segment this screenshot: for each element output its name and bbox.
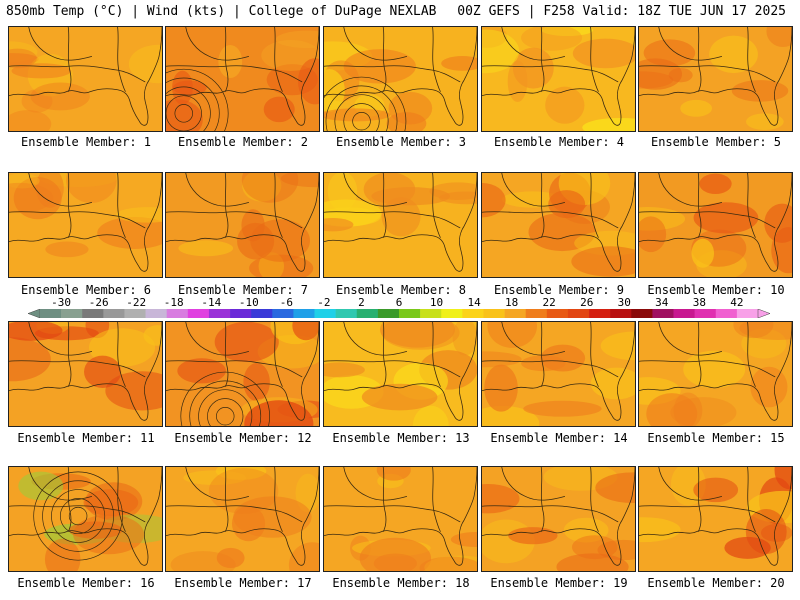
ensemble-member-caption: Ensemble Member: 5 — [650, 135, 782, 149]
ensemble-member-caption: Ensemble Member: 6 — [20, 283, 152, 297]
ensemble-panel-11 — [8, 321, 163, 427]
colorbar-tick-label: -10 — [238, 296, 259, 309]
ensemble-member-caption: Ensemble Member: 7 — [177, 283, 309, 297]
colorbar-swatch — [631, 309, 653, 318]
colorbar-swatch — [715, 309, 738, 318]
colorbar-tick-label: 6 — [395, 296, 403, 309]
colorbar-swatch — [525, 309, 548, 318]
colorbar-swatch — [208, 309, 231, 318]
ensemble-member-caption: Ensemble Member: 12 — [174, 431, 312, 445]
colorbar-swatch — [145, 309, 168, 318]
colorbar-tick-label: -30 — [51, 296, 72, 309]
colorbar-tick-label: 34 — [655, 296, 669, 309]
colorbar-swatch — [736, 309, 759, 318]
ensemble-panel-13 — [323, 321, 478, 427]
colorbar-swatch — [335, 309, 358, 318]
ensemble-panel-17 — [165, 466, 320, 572]
ensemble-panel-14 — [481, 321, 636, 427]
ensemble-member-caption: Ensemble Member: 15 — [647, 431, 785, 445]
ensemble-panel-15 — [638, 321, 793, 427]
ensemble-member-caption: Ensemble Member: 19 — [490, 576, 628, 590]
ensemble-panel-9 — [481, 172, 636, 278]
colorbar-tick-label: 26 — [580, 296, 594, 309]
ensemble-member-caption: Ensemble Member: 2 — [177, 135, 309, 149]
ensemble-member-caption: Ensemble Member: 4 — [493, 135, 625, 149]
ensemble-member-caption: Ensemble Member: 18 — [332, 576, 470, 590]
ensemble-panel-1 — [8, 26, 163, 132]
colorbar-swatch — [187, 309, 210, 318]
colorbar-left-arrow — [28, 309, 41, 318]
colorbar-tick-label: -26 — [88, 296, 109, 309]
ensemble-member-caption: Ensemble Member: 3 — [335, 135, 467, 149]
colorbar-tick-label: -22 — [126, 296, 147, 309]
colorbar-tick-label: 18 — [505, 296, 519, 309]
ensemble-member-caption: Ensemble Member: 8 — [335, 283, 467, 297]
colorbar-tick-label: 10 — [429, 296, 444, 309]
colorbar-swatch — [314, 309, 336, 318]
colorbar-swatch — [610, 309, 632, 318]
colorbar-swatch — [483, 309, 505, 318]
ensemble-panel-18 — [323, 466, 478, 572]
ensemble-panel-10 — [638, 172, 793, 278]
colorbar-swatch — [293, 309, 315, 318]
colorbar-swatch — [673, 309, 695, 318]
colorbar-swatch — [589, 309, 611, 318]
ensemble-member-caption: Ensemble Member: 20 — [647, 576, 785, 590]
colorbar-tick-label: 38 — [692, 296, 706, 309]
colorbar-tick-label: -6 — [279, 296, 293, 309]
colorbar-tick-label: -2 — [317, 296, 331, 309]
colorbar-swatch — [61, 309, 83, 318]
colorbar-swatch — [462, 309, 484, 318]
colorbar-swatch — [82, 309, 104, 318]
ensemble-member-caption: Ensemble Member: 1 — [20, 135, 152, 149]
colorbar-swatch — [272, 309, 294, 318]
ensemble-panel-20 — [638, 466, 793, 572]
ensemble-panel-12 — [165, 321, 320, 427]
colorbar-swatch — [166, 309, 189, 318]
colorbar-swatch — [356, 309, 379, 318]
ensemble-panel-3 — [323, 26, 478, 132]
temperature-colorbar — [28, 309, 770, 318]
colorbar-tick-label: 42 — [730, 296, 744, 309]
colorbar-right-arrow — [757, 309, 770, 318]
colorbar-swatch — [420, 309, 442, 318]
colorbar-swatch — [377, 309, 400, 318]
colorbar-swatch — [567, 309, 590, 318]
ensemble-member-caption: Ensemble Member: 14 — [490, 431, 628, 445]
ensemble-panel-7 — [165, 172, 320, 278]
colorbar-swatch — [103, 309, 125, 318]
colorbar-tick-label: 22 — [542, 296, 556, 309]
ensemble-panel-5 — [638, 26, 793, 132]
colorbar-swatch — [124, 309, 146, 318]
ensemble-panel-4 — [481, 26, 636, 132]
colorbar-tick-label: 30 — [617, 296, 631, 309]
ensemble-member-caption: Ensemble Member: 10 — [647, 283, 785, 297]
colorbar-tick-label: -14 — [201, 296, 222, 309]
colorbar-swatch — [399, 309, 421, 318]
colorbar-tick-label: 14 — [467, 296, 481, 309]
ensemble-panel-6 — [8, 172, 163, 278]
colorbar-swatch — [652, 309, 674, 318]
colorbar-tick-label: -18 — [163, 296, 184, 309]
ensemble-panel-2 — [165, 26, 320, 132]
ensemble-panel-19 — [481, 466, 636, 572]
colorbar-swatch — [694, 309, 717, 318]
ensemble-member-caption: Ensemble Member: 11 — [17, 431, 155, 445]
colorbar-swatch — [546, 309, 569, 318]
ensemble-panel-16 — [8, 466, 163, 572]
colorbar-swatch — [230, 309, 252, 318]
ensemble-member-caption: Ensemble Member: 9 — [493, 283, 625, 297]
ensemble-member-caption: Ensemble Member: 17 — [174, 576, 312, 590]
map-title: 850mb Temp (°C) | Wind (kts) | College o… — [6, 4, 437, 19]
ensemble-member-caption: Ensemble Member: 13 — [332, 431, 470, 445]
colorbar-swatch — [251, 309, 273, 318]
ensemble-member-caption: Ensemble Member: 16 — [17, 576, 155, 590]
ensemble-panel-8 — [323, 172, 478, 278]
colorbar-swatch — [40, 309, 62, 318]
colorbar-tick-label: 2 — [358, 296, 365, 309]
colorbar-swatch — [441, 309, 463, 318]
valid-time-label: 00Z GEFS | F258 Valid: 18Z TUE JUN 17 20… — [457, 4, 786, 19]
colorbar-swatch — [504, 309, 527, 318]
